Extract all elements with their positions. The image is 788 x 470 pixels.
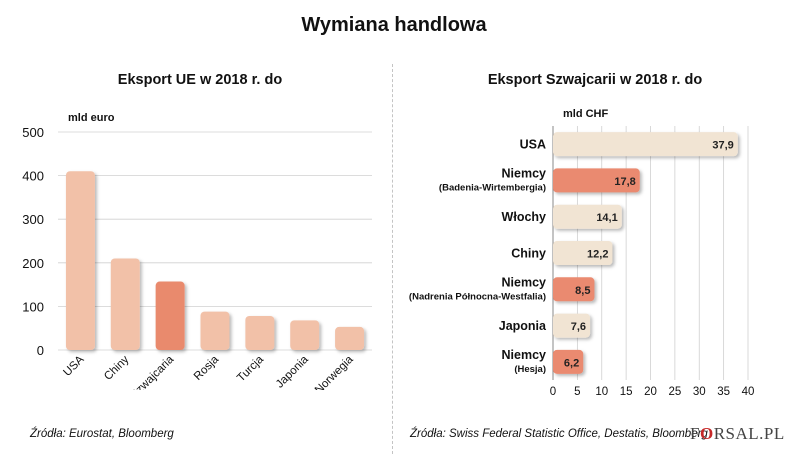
x-tick-label: 30 <box>693 386 706 398</box>
right-source-note: Źródła: Swiss Federal Statistic Office, … <box>410 428 708 440</box>
bar-value-label: 14,1 <box>596 212 617 224</box>
y-tick-label: 200 <box>22 256 44 271</box>
y-tick-label: 500 <box>22 125 44 140</box>
bar <box>553 349 584 374</box>
right-bar-chart: 0 5 10 15 20 25 30 35 40 37,9 USA 17,8 Niemcy (Badeni… <box>409 126 755 398</box>
bar <box>65 171 95 350</box>
bar-value-label: 7,6 <box>571 321 586 333</box>
y-tick-label: 100 <box>22 299 44 314</box>
x-tick-label: 0 <box>550 386 556 398</box>
bar <box>553 132 738 157</box>
y-tick-label: 0 <box>37 343 44 358</box>
y-tick-sublabel: (Nadrenia Północna-Westfalia) <box>409 291 546 302</box>
y-tick-label: Niemcy <box>502 348 547 362</box>
x-tick-label: Rosja <box>192 353 222 383</box>
y-tick-label: Niemcy <box>502 275 547 289</box>
forsal-logo: FORSAL.PL <box>690 424 785 443</box>
x-tick-label: Japonia <box>274 353 311 390</box>
left-source-note: Źródła: Eurostat, Bloomberg <box>30 428 174 440</box>
y-tick-label: 400 <box>22 169 44 184</box>
bar <box>245 315 275 350</box>
y-tick-label: USA <box>520 138 546 152</box>
bar-value-label: 6,2 <box>564 357 579 369</box>
bar <box>110 258 140 350</box>
y-tick-label: Niemcy <box>502 166 547 180</box>
x-tick-label: 35 <box>717 386 730 398</box>
bar <box>553 277 595 302</box>
bar <box>290 320 320 350</box>
bar <box>553 168 640 193</box>
x-tick-label: 15 <box>620 386 633 398</box>
bar <box>155 281 185 350</box>
y-tick-sublabel: (Badenia-Wirtembergia) <box>439 182 546 193</box>
bar-value-label: 17,8 <box>614 176 635 188</box>
bar <box>200 311 230 350</box>
y-tick-label: 300 <box>22 212 44 227</box>
right-chart-title: Eksport Szwajcarii w 2018 r. do <box>487 72 703 88</box>
x-tick-label: 5 <box>574 386 580 398</box>
y-tick-label: Japonia <box>499 319 547 333</box>
y-tick-sublabel: (Hesja) <box>514 364 546 375</box>
x-tick-label: USA <box>61 353 86 378</box>
bar-value-label: 8,5 <box>575 285 590 297</box>
left-unit-label: mld euro <box>68 112 115 124</box>
x-tick-label: 10 <box>595 386 608 398</box>
page-title: Wymiana handlowa <box>301 14 487 36</box>
left-chart-title: Eksport UE w 2018 r. do <box>117 72 283 88</box>
bar-value-label: 37,9 <box>712 140 733 152</box>
bar <box>553 313 591 338</box>
x-tick-label: 20 <box>644 386 657 398</box>
bar-value-label: 12,2 <box>587 249 608 261</box>
x-tick-label: Norwegia <box>313 353 356 390</box>
x-tick-label: 40 <box>742 386 755 398</box>
bar <box>553 241 613 265</box>
bar <box>553 204 622 229</box>
x-tick-label: Szwajcaria <box>128 353 176 390</box>
x-tick-label: Chiny <box>102 353 131 382</box>
bar <box>335 326 365 350</box>
panel-divider <box>392 64 393 454</box>
x-tick-label: 25 <box>668 386 681 398</box>
right-unit-label: mld CHF <box>563 108 609 120</box>
x-tick-label: Turcja <box>235 353 266 384</box>
y-tick-label: Włochy <box>502 210 546 224</box>
y-tick-label: Chiny <box>511 247 546 261</box>
